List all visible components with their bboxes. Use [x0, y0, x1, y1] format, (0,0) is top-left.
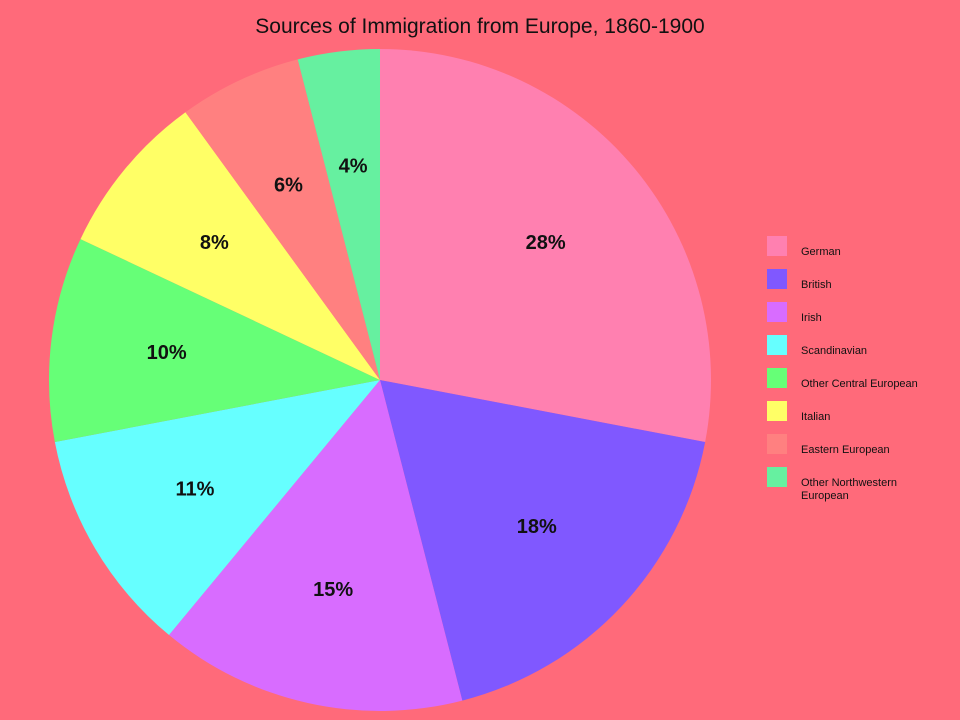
- legend-label-scandinavian: Scandinavian: [801, 345, 868, 357]
- pie-slice-irish: [169, 380, 463, 711]
- legend-label-british: British: [801, 279, 832, 291]
- pie-slice-italian: [80, 112, 380, 380]
- pie-labels: 28% 18% 15% 11% 10% 8% 6% 4%: [147, 156, 566, 601]
- legend-item-italian: Italian: [767, 401, 947, 434]
- legend-swatch-other-central-european: [767, 368, 787, 388]
- legend-label-german: German: [801, 246, 841, 258]
- pie-slice-other-northwestern-european: [297, 49, 380, 380]
- legend-swatch-scandinavian: [767, 335, 787, 355]
- slice-label-scandinavian: 11%: [175, 478, 214, 500]
- legend-item-other-central-european: Other Central European: [767, 368, 947, 401]
- legend-label-other-northwestern-european: Other Northwestern European: [801, 477, 897, 502]
- legend-item-irish: Irish: [767, 302, 947, 335]
- slice-label-italian: 8%: [200, 232, 229, 254]
- legend-swatch-british: [767, 269, 787, 289]
- legend-swatch-italian: [767, 401, 787, 421]
- pie-slice-scandinavian: [54, 380, 381, 636]
- legend-swatch-irish: [767, 302, 787, 322]
- pie-slice-german: [380, 49, 711, 443]
- slice-label-eastern-european: 6%: [274, 174, 303, 196]
- slice-label-other-northwestern-european: 4%: [339, 156, 368, 178]
- legend-swatch-eastern-european: [767, 434, 787, 454]
- chart-title: Sources of Immigration from Europe, 1860…: [255, 15, 705, 38]
- legend-swatch-other-northwestern-european: [767, 467, 787, 487]
- legend-label-italian: Italian: [801, 411, 831, 423]
- slice-label-irish: 15%: [313, 579, 353, 601]
- legend-item-german: German: [767, 236, 947, 269]
- legend-item-eastern-european: Eastern European: [767, 434, 947, 467]
- legend-label-other-central-european: Other Central European: [801, 378, 918, 390]
- legend-item-scandinavian: Scandinavian: [767, 335, 947, 368]
- slice-label-other-central-european: 10%: [147, 342, 187, 364]
- legend-label-irish: Irish: [801, 312, 822, 324]
- slice-label-german: 28%: [526, 232, 566, 254]
- pie-slices: [49, 49, 711, 711]
- pie-slice-other-central-european: [49, 239, 380, 443]
- legend-item-other-northwestern-european: Other Northwestern European: [767, 467, 947, 502]
- pie-slice-british: [380, 380, 706, 701]
- legend-label-eastern-european: Eastern European: [801, 444, 890, 456]
- slice-label-british: 18%: [517, 516, 557, 538]
- legend-swatch-german: [767, 236, 787, 256]
- legend-item-british: British: [767, 269, 947, 302]
- legend: German British Irish Scandinavian Other Cent…: [767, 236, 947, 502]
- pie-slice-eastern-european: [185, 59, 380, 380]
